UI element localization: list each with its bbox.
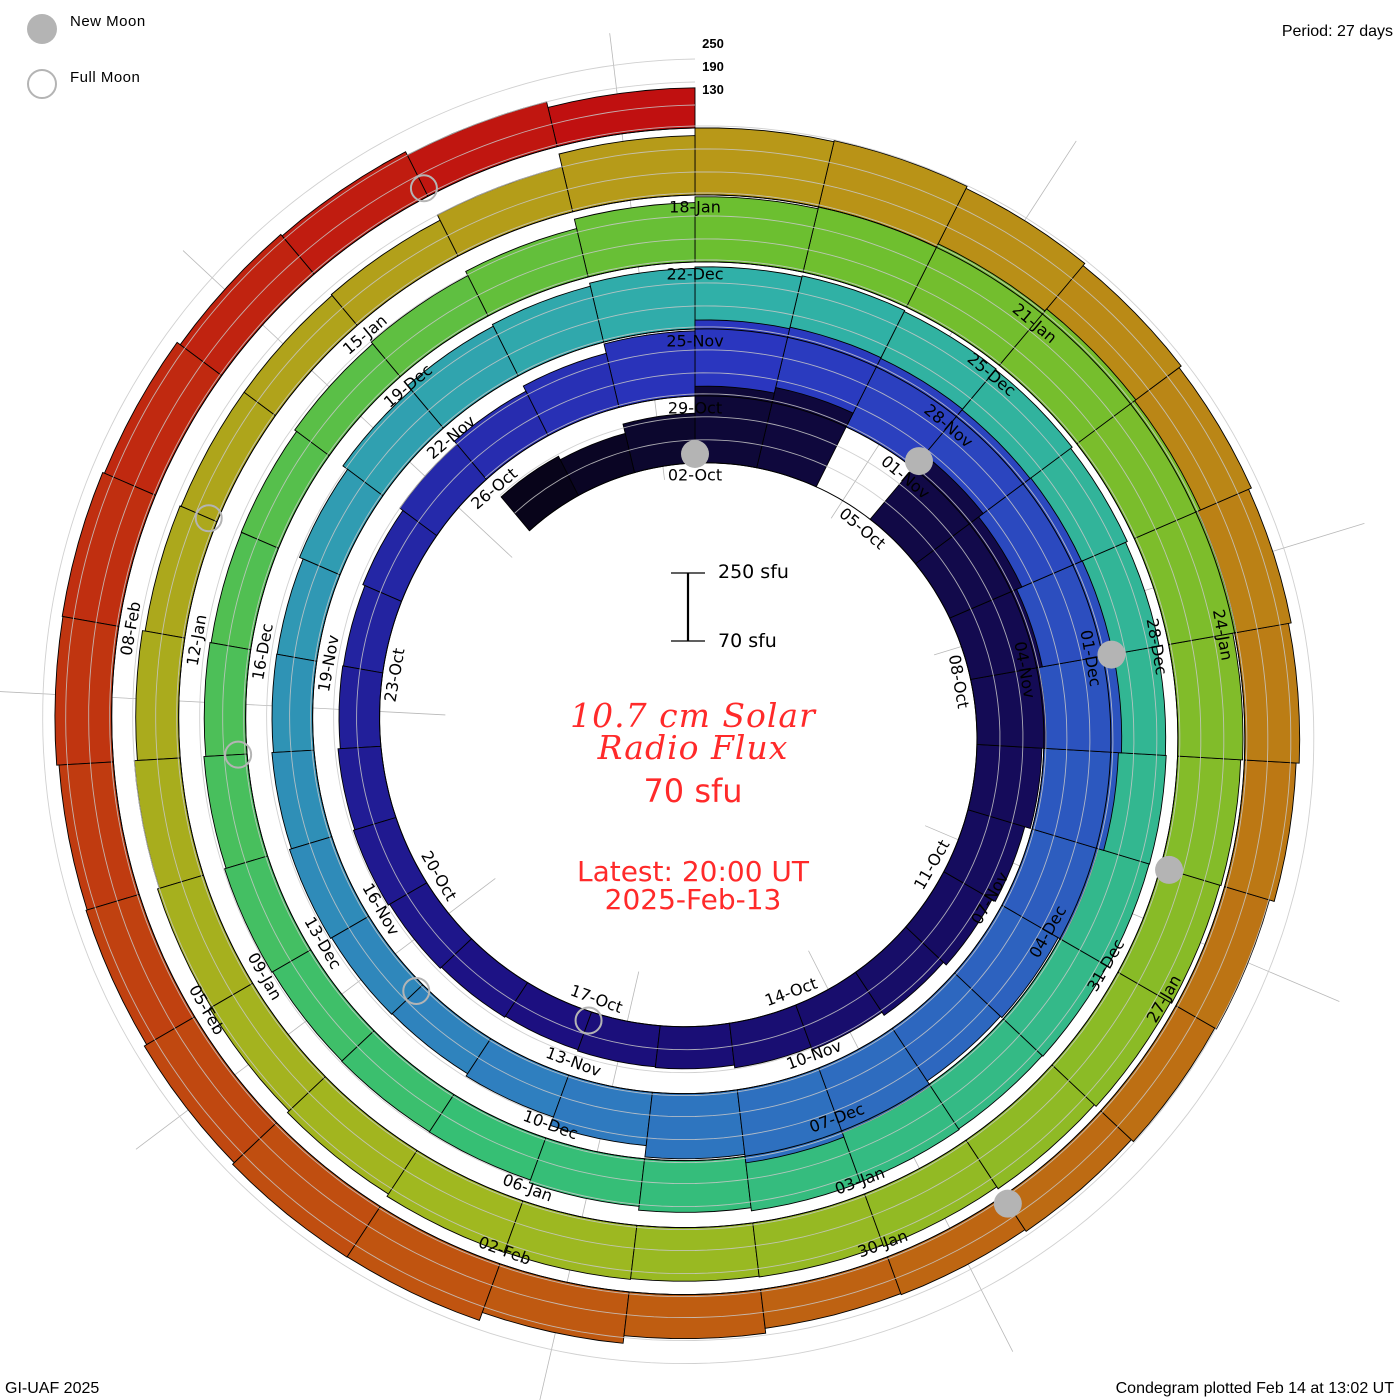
flux-bar-day-103 [133,757,204,889]
legend-full-moon-label: Full Moon [70,69,141,86]
flux-bar-day-23 [338,665,384,750]
new-moon-marker [1155,855,1184,884]
full-moon-marker [409,174,438,203]
grid-level-190: 190 [702,59,724,74]
grid-spiral-130 [88,104,1269,1319]
new-moon-marker [1097,640,1126,669]
legend-new-moon-label: New Moon [70,13,146,30]
new-moon-legend-icon [27,14,57,44]
new-moon-marker [993,1189,1022,1218]
date-label: 29-Oct [668,399,722,418]
flux-bar-day-43 [644,1089,746,1160]
new-moon-marker [681,440,709,468]
scale-bar-bottom-label: 70 sfu [718,630,777,652]
chart-title-line1: 10.7 cm Solar [570,696,816,735]
latest-date: 2025-Feb-13 [604,883,782,916]
scale-bar-top-label: 250 sfu [718,561,789,583]
flux-bar-day-130 [58,761,140,911]
flux-bar-day-50 [271,653,318,754]
flux-bar-day-49 [271,749,333,850]
full-moon-marker [194,504,223,533]
full-moon-marker [224,740,253,769]
baseline-value: 70 sfu [643,772,743,810]
period-label: Period: 27 days [1281,23,1393,40]
date-label: 02-Oct [668,466,722,485]
baseline-spiral [111,127,1246,1296]
grid-level-250: 250 [702,36,724,51]
grid-spiral-250 [42,58,1315,1365]
new-moon-marker [904,447,933,476]
full-moon-legend-icon [27,69,57,99]
full-moon-marker [574,1006,603,1035]
chart-title-line2: Radio Flux [597,728,789,767]
flux-bar-day-16 [654,1022,735,1070]
date-label: 18-Jan [669,198,721,217]
footer-credit: GI-UAF 2025 [5,1380,100,1397]
footer-plot-time: Condegram plotted Feb 14 at 13:02 UT [1115,1380,1394,1397]
flux-bar-day-131 [54,615,120,766]
latest-time: Latest: 20:00 UT [576,855,810,888]
date-label: 22-Dec [666,265,723,284]
date-label: 25-Nov [666,332,723,351]
grid-spiral-190 [65,81,1292,1342]
scale-bar [671,572,705,642]
full-moon-marker [402,976,431,1005]
grid-level-130: 130 [702,82,724,97]
flux-bar-day-76 [203,753,269,869]
